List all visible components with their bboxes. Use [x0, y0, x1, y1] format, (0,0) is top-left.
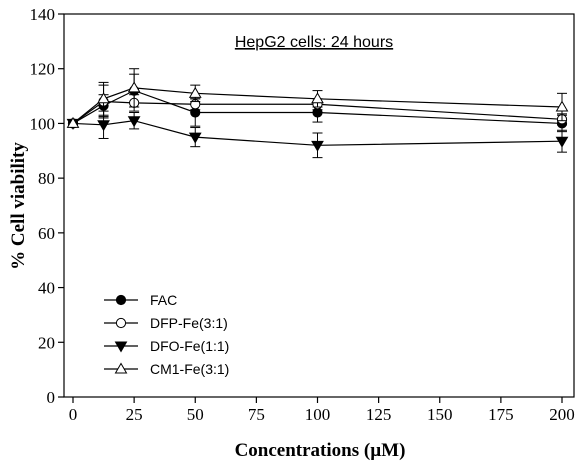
- series-layer: [66, 68, 569, 159]
- y-tick-label: 100: [30, 114, 56, 133]
- data-point: [311, 92, 324, 104]
- legend-item: FAC: [104, 292, 177, 308]
- data-point: [97, 92, 110, 104]
- legend-label: CM1-Fe(3:1): [150, 361, 229, 377]
- x-tick-label: 0: [69, 405, 78, 424]
- series-line: [72, 100, 563, 124]
- y-tick-label: 20: [38, 333, 55, 352]
- y-axis: 0 20 40 60 80 100 120 140: [30, 5, 64, 407]
- series-line: [72, 120, 563, 146]
- x-axis-title: Concentrations (µM): [235, 440, 406, 461]
- legend-marker: [115, 317, 127, 329]
- data-point: [311, 140, 324, 152]
- x-tick-label: 150: [427, 405, 453, 424]
- chart-annotation: HepG2 cells: 24 hours: [235, 34, 393, 51]
- legend-item: CM1-Fe(3:1): [104, 361, 229, 377]
- data-point: [188, 86, 202, 98]
- legend: FAC DFP-Fe(3:1) DFO-Fe(1:1) CM1-Fe(3:1): [104, 292, 229, 377]
- legend-marker: [114, 341, 128, 353]
- x-tick-label: 125: [366, 405, 392, 424]
- data-point: [97, 120, 110, 132]
- legend-item: DFP-Fe(3:1): [104, 315, 228, 331]
- x-tick-label: 25: [126, 405, 143, 424]
- series-line: [72, 89, 563, 125]
- x-tick-label: 175: [488, 405, 514, 424]
- data-point: [555, 136, 569, 148]
- y-tick-label: 40: [38, 279, 55, 298]
- legend-marker: [114, 362, 128, 374]
- plot-area: [63, 13, 575, 398]
- data-point: [555, 100, 569, 112]
- x-tick-label: 100: [305, 405, 331, 424]
- legend-label: DFP-Fe(3:1): [150, 315, 228, 331]
- y-tick-label: 140: [30, 5, 56, 24]
- x-axis: 0 25 50 75 100 125 150 175 200: [69, 397, 575, 424]
- x-tick-label: 50: [187, 405, 204, 424]
- y-tick-label: 60: [38, 224, 55, 243]
- data-point: [188, 132, 202, 144]
- legend-item: DFO-Fe(1:1): [104, 338, 229, 354]
- x-tick-label: 200: [549, 405, 575, 424]
- y-tick-label: 0: [47, 388, 56, 407]
- y-tick-label: 80: [38, 169, 55, 188]
- legend-label: FAC: [150, 292, 177, 308]
- data-point: [66, 116, 80, 128]
- y-tick-label: 120: [30, 60, 56, 79]
- x-tick-label: 75: [248, 405, 265, 424]
- data-point: [127, 81, 141, 93]
- legend-marker: [115, 294, 127, 306]
- legend-label: DFO-Fe(1:1): [150, 338, 229, 354]
- series-4: [66, 68, 569, 128]
- data-point: [127, 116, 141, 128]
- y-axis-title: % Cell viability: [8, 142, 29, 270]
